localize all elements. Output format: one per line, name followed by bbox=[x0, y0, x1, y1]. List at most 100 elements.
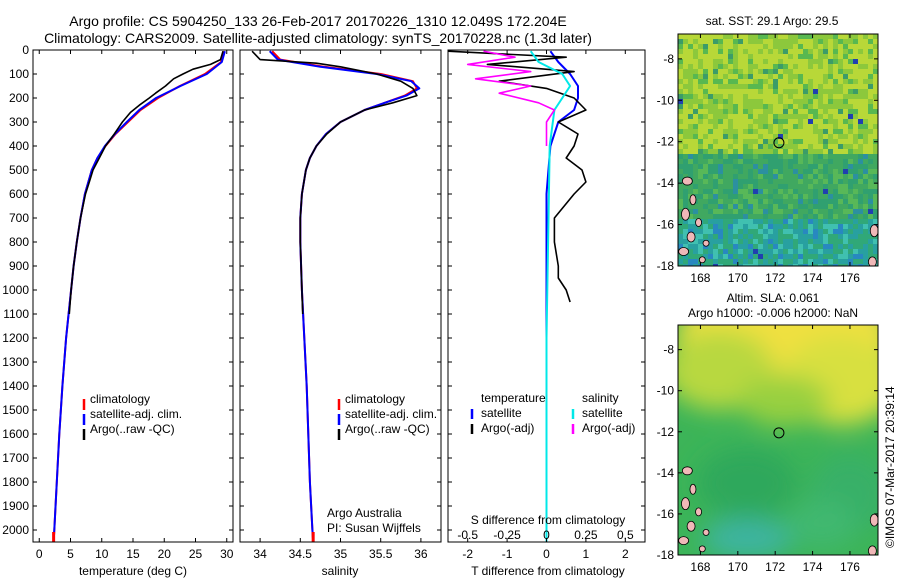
sst-cell bbox=[683, 124, 689, 130]
t-diff-tick-label: -2 bbox=[462, 547, 473, 561]
sst-cell bbox=[708, 64, 714, 70]
sst-cell bbox=[773, 234, 779, 240]
sst-cell bbox=[713, 254, 719, 260]
sst-cell bbox=[868, 209, 874, 215]
sst-cell bbox=[868, 184, 874, 190]
sst-cell bbox=[873, 199, 878, 205]
sst-cell bbox=[698, 54, 704, 60]
sst-cell bbox=[818, 114, 824, 120]
sst-cell bbox=[823, 59, 829, 65]
sla-map-title-line1: Altim. SLA: 0.061 bbox=[727, 291, 820, 305]
sst-cell bbox=[828, 194, 834, 200]
sst-cell bbox=[798, 224, 804, 230]
sst-cell bbox=[728, 119, 734, 125]
sst-cell bbox=[733, 129, 739, 135]
sst-cell bbox=[768, 69, 774, 75]
sst-cell bbox=[723, 224, 729, 230]
sst-cell bbox=[783, 194, 789, 200]
sst-cell bbox=[683, 139, 689, 145]
sst-cell bbox=[838, 49, 844, 55]
sst-cell bbox=[758, 179, 764, 185]
sst-cell bbox=[808, 209, 814, 215]
sst-cell bbox=[813, 139, 819, 145]
sst-cell bbox=[768, 264, 774, 266]
map-y-tick-label: -18 bbox=[657, 259, 675, 273]
sst-cell bbox=[723, 239, 729, 245]
sst-cell bbox=[763, 264, 769, 266]
sst-cell bbox=[773, 184, 779, 190]
sst-cell bbox=[848, 124, 854, 130]
sst-cell bbox=[823, 244, 829, 250]
sst-cell bbox=[848, 234, 854, 240]
sst-cell bbox=[768, 129, 774, 135]
sst-cell bbox=[718, 204, 724, 210]
sst-cell bbox=[743, 144, 749, 150]
sst-cell bbox=[838, 164, 844, 170]
sst-cell bbox=[798, 104, 804, 110]
sst-cell bbox=[778, 229, 784, 235]
sst-cell bbox=[823, 119, 829, 125]
sst-cell bbox=[803, 209, 809, 215]
sst-cell bbox=[858, 69, 864, 75]
sst-cell bbox=[868, 114, 874, 120]
sst-cell bbox=[813, 54, 819, 60]
sst-cell bbox=[708, 154, 714, 160]
sst-cell bbox=[823, 89, 829, 95]
sst-cell bbox=[713, 189, 719, 195]
sst-cell bbox=[868, 84, 874, 90]
sst-cell bbox=[798, 194, 804, 200]
sst-cell bbox=[783, 244, 789, 250]
sst-cell bbox=[778, 209, 784, 215]
sst-cell bbox=[828, 164, 834, 170]
sst-cell bbox=[708, 189, 714, 195]
sst-cell bbox=[713, 244, 719, 250]
sst-cell bbox=[703, 194, 709, 200]
sst-cell bbox=[828, 199, 834, 205]
sst-cell bbox=[743, 179, 749, 185]
sst-cell bbox=[873, 94, 878, 100]
sst-cell bbox=[833, 194, 839, 200]
sst-cell bbox=[718, 139, 724, 145]
sst-cell bbox=[858, 144, 864, 150]
sst-cell bbox=[773, 249, 779, 255]
sst-cell bbox=[733, 189, 739, 195]
sst-cell bbox=[863, 214, 869, 220]
sst-cell bbox=[703, 259, 709, 265]
sst-cell bbox=[838, 249, 844, 255]
sst-cell bbox=[753, 114, 759, 120]
sst-cell bbox=[733, 254, 739, 260]
sst-cell bbox=[688, 184, 694, 190]
sst-cell bbox=[778, 34, 784, 40]
y-tick-label: 700 bbox=[9, 211, 29, 225]
sst-cell bbox=[788, 89, 794, 95]
sst-cell bbox=[728, 234, 734, 240]
map-y-tick-label: -16 bbox=[657, 507, 675, 521]
sst-cell bbox=[723, 99, 729, 105]
sst-cell bbox=[733, 159, 739, 165]
sst-cell bbox=[803, 124, 809, 130]
sst-cell bbox=[748, 129, 754, 135]
sst-cell bbox=[688, 159, 694, 165]
sst-cell bbox=[838, 199, 844, 205]
sst-cell bbox=[833, 224, 839, 230]
island bbox=[686, 520, 696, 532]
sst-cell bbox=[783, 109, 789, 115]
sst-cell bbox=[678, 214, 684, 220]
sst-cell bbox=[863, 189, 869, 195]
sst-cell bbox=[713, 99, 719, 105]
sst-cell bbox=[823, 229, 829, 235]
sst-cell bbox=[683, 154, 689, 160]
sst-cell bbox=[738, 119, 744, 125]
sst-cell bbox=[723, 199, 729, 205]
sst-cell bbox=[693, 144, 699, 150]
sst-cell bbox=[758, 129, 764, 135]
series-line-argo-raw-qc- bbox=[68, 50, 224, 315]
sst-cell bbox=[728, 254, 734, 260]
sst-cell bbox=[788, 149, 794, 155]
sst-cell bbox=[778, 149, 784, 155]
sst-cell bbox=[793, 49, 799, 55]
sst-cell bbox=[703, 249, 709, 255]
sst-cell bbox=[713, 114, 719, 120]
sst-cell bbox=[693, 169, 699, 175]
sst-cell bbox=[728, 49, 734, 55]
